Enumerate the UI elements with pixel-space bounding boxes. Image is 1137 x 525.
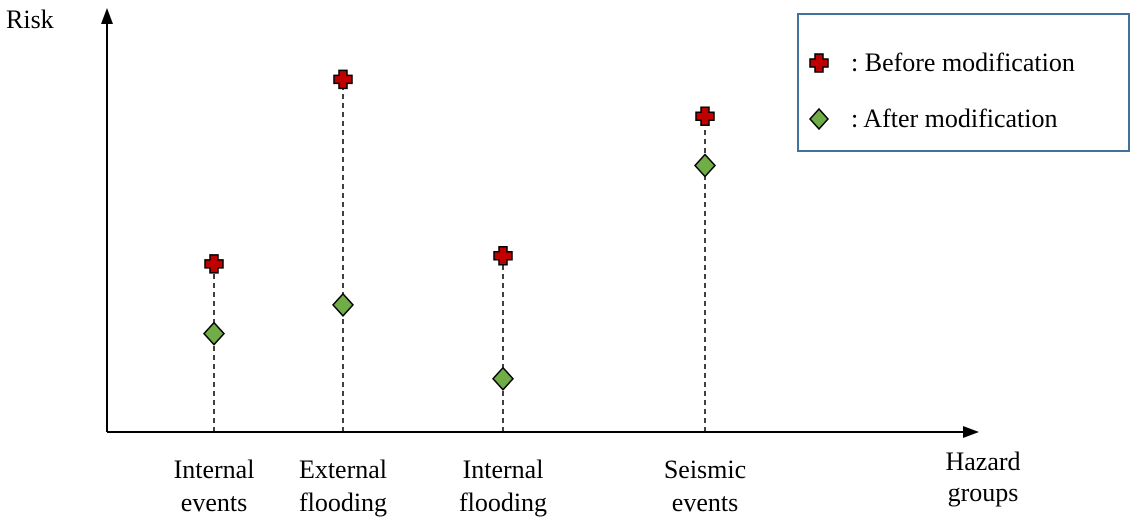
after-modification-point — [202, 321, 226, 346]
axes — [101, 8, 979, 438]
category-label-line: events — [181, 488, 247, 517]
x-axis-label: Hazard groups — [945, 447, 1020, 507]
before-modification-point — [695, 106, 715, 127]
legend-item-after: : After modification — [799, 103, 1128, 135]
after-modification-point — [331, 292, 355, 318]
category-label-line: Seismic — [664, 455, 746, 484]
y-axis-arrowhead — [101, 8, 113, 24]
after-modification-point — [491, 366, 515, 391]
x-axis-label-line: groups — [948, 478, 1019, 507]
x-axis-arrowhead — [963, 426, 979, 438]
category-label-line: Internal — [174, 455, 255, 484]
before-modification-point — [493, 245, 513, 266]
category-label: External flooding — [299, 455, 387, 517]
category-label-line: events — [672, 488, 738, 517]
data-points — [202, 69, 717, 391]
category-label-line: flooding — [459, 488, 547, 517]
before-modification-point — [204, 254, 224, 274]
category-label-line: External — [299, 455, 387, 484]
before-modification-point — [333, 69, 353, 90]
y-axis-label: Risk — [6, 5, 54, 34]
stem-lines — [213, 79, 706, 432]
x-axis-label-line: Hazard — [945, 447, 1020, 476]
category-label: Internal events — [174, 455, 255, 517]
category-label: Seismic events — [664, 455, 746, 517]
legend: : Before modification : After modificati… — [797, 13, 1130, 152]
category-label: Internal flooding — [459, 455, 547, 517]
category-labels: Internal events External flooding Internal fl… — [174, 455, 747, 517]
after-modification-point — [693, 153, 717, 178]
category-label-line: flooding — [299, 488, 387, 517]
green-diamond-marker-icon — [808, 107, 830, 131]
red-cross-marker-icon — [809, 53, 829, 73]
category-label-line: Internal — [463, 455, 544, 484]
legend-item-before: : Before modification — [799, 47, 1128, 79]
legend-label-before: : Before modification — [851, 48, 1075, 77]
legend-label-after: : After modification — [851, 104, 1058, 133]
